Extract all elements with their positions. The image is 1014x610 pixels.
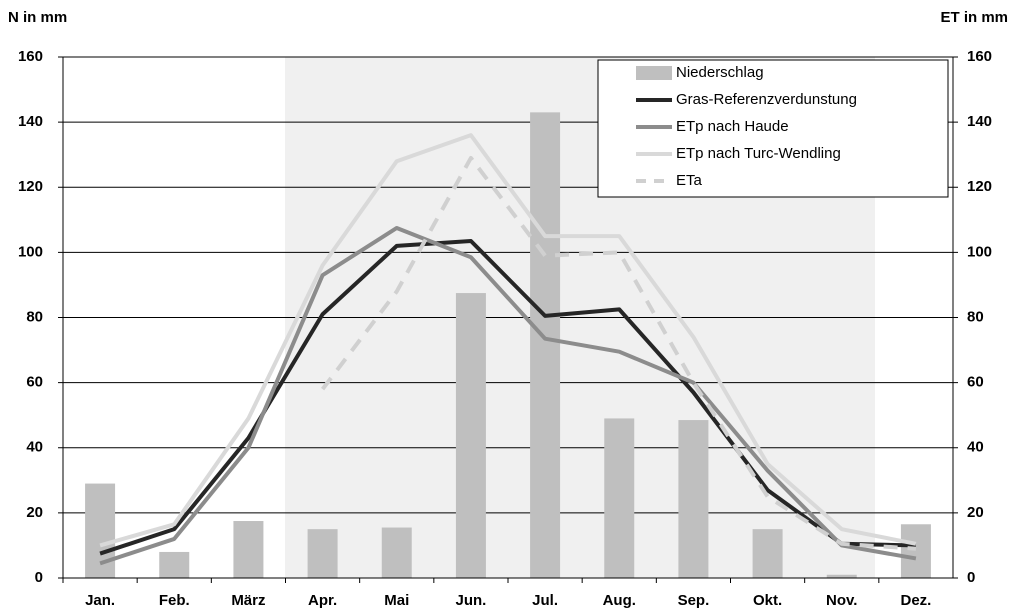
bar	[678, 420, 709, 578]
x-tick-label: Jun.	[455, 592, 486, 609]
x-tick-label: Dez.	[900, 592, 931, 609]
legend-label: ETp nach Haude	[676, 118, 789, 135]
y-tick-label: 120	[18, 178, 43, 195]
y-tick-label: 0	[35, 569, 43, 586]
y-tick-label: 20	[26, 504, 43, 521]
x-tick-label: Jan.	[85, 592, 115, 609]
line-series	[99, 225, 917, 566]
x-tick-label: März	[231, 592, 265, 609]
bar	[307, 529, 338, 578]
y2-tick-label: 100	[967, 243, 992, 260]
bar	[159, 551, 190, 578]
y2-tick-label: 80	[967, 308, 984, 325]
x-tick-label: Mai	[384, 592, 409, 609]
y-axis-label: N in mm	[8, 9, 67, 26]
legend-label: Niederschlag	[676, 64, 764, 81]
y2-tick-label: 20	[967, 504, 984, 521]
bar	[900, 524, 931, 578]
y2-tick-label: 140	[967, 113, 992, 130]
x-tick-label: Sep.	[678, 592, 710, 609]
y-tick-label: 80	[26, 308, 43, 325]
x-tick-label: Okt.	[753, 592, 782, 609]
line-series	[320, 155, 917, 551]
y-tick-label: 100	[18, 243, 43, 260]
x-tick-label: Apr.	[308, 592, 337, 609]
line-series	[99, 238, 916, 556]
bar	[455, 293, 486, 578]
y2-tick-label: 160	[967, 48, 992, 65]
y2-axis-label: ET in mm	[940, 9, 1008, 26]
y-tick-label: 160	[18, 48, 43, 65]
y2-tick-label: 60	[967, 374, 984, 391]
bar	[826, 574, 857, 578]
y2-tick-label: 0	[967, 569, 975, 586]
legend-label: Gras-Referenzverdunstung	[676, 91, 857, 108]
x-tick-label: Nov.	[826, 592, 857, 609]
bar	[752, 529, 783, 578]
bar	[530, 112, 561, 578]
line-series	[99, 133, 917, 548]
bar	[604, 418, 635, 578]
bar	[85, 483, 116, 578]
y2-tick-label: 40	[967, 439, 984, 456]
x-tick-label: Aug.	[603, 592, 636, 609]
x-tick-label: Feb.	[159, 592, 190, 609]
y-tick-label: 60	[26, 374, 43, 391]
y2-tick-label: 120	[967, 178, 992, 195]
y-tick-label: 140	[18, 113, 43, 130]
legend-label: ETa	[676, 172, 703, 189]
bar	[233, 521, 264, 578]
legend-swatch	[636, 66, 672, 80]
x-tick-label: Jul.	[532, 592, 558, 609]
legend-label: ETp nach Turc-Wendling	[676, 145, 841, 162]
y-tick-label: 40	[26, 439, 43, 456]
bar	[381, 527, 412, 578]
